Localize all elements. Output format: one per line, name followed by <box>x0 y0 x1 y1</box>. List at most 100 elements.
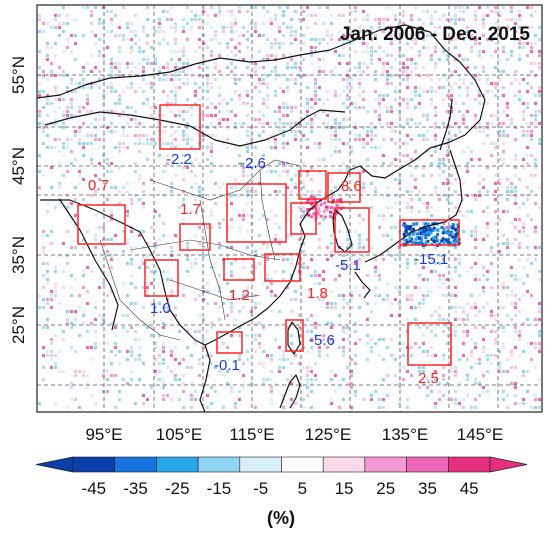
anomaly-pixel <box>62 98 65 101</box>
anomaly-pixel <box>398 366 401 369</box>
anomaly-pixel <box>510 318 513 321</box>
anomaly-pixel <box>306 114 309 117</box>
anomaly-pixel <box>226 358 229 361</box>
anomaly-pixel <box>90 322 93 325</box>
anomaly-pixel <box>122 250 125 253</box>
anomaly-pixel <box>278 190 281 193</box>
anomaly-pixel <box>322 294 325 297</box>
anomaly-pixel <box>454 178 457 181</box>
anomaly-pixel <box>174 102 177 105</box>
anomaly-pixel <box>482 126 485 129</box>
anomaly-pixel <box>226 254 229 257</box>
anomaly-pixel <box>86 266 89 269</box>
anomaly-pixel <box>270 370 273 373</box>
anomaly-pixel <box>166 106 169 109</box>
anomaly-pixel <box>498 10 501 13</box>
anomaly-pixel <box>270 42 273 45</box>
anomaly-pixel <box>86 102 89 105</box>
anomaly-pixel <box>442 158 445 161</box>
anomaly-pixel <box>98 162 101 165</box>
anomaly-pixel <box>538 330 541 333</box>
anomaly-pixel <box>427 226 431 230</box>
anomaly-pixel <box>478 102 481 105</box>
anomaly-pixel <box>346 302 349 305</box>
anomaly-pixel <box>230 98 233 101</box>
anomaly-pixel <box>354 126 357 129</box>
anomaly-pixel <box>358 338 361 341</box>
anomaly-pixel <box>426 118 429 121</box>
anomaly-pixel <box>122 110 125 113</box>
anomaly-pixel <box>398 314 401 317</box>
anomaly-pixel <box>307 199 311 203</box>
anomaly-pixel <box>318 354 321 357</box>
anomaly-pixel <box>438 194 441 197</box>
anomaly-pixel <box>330 178 333 181</box>
anomaly-pixel <box>134 66 137 69</box>
anomaly-pixel <box>502 306 505 309</box>
anomaly-pixel <box>386 70 389 73</box>
anomaly-pixel <box>78 174 81 177</box>
anomaly-pixel <box>106 130 109 133</box>
anomaly-pixel <box>425 228 429 232</box>
anomaly-pixel <box>502 398 505 401</box>
anomaly-pixel <box>510 190 513 193</box>
region-value-yangtze: 1.8 <box>307 285 328 302</box>
anomaly-pixel <box>314 38 317 41</box>
anomaly-pixel <box>450 74 453 77</box>
anomaly-pixel <box>398 102 401 105</box>
anomaly-pixel <box>366 46 369 49</box>
anomaly-pixel <box>182 154 185 157</box>
anomaly-pixel <box>474 198 477 201</box>
anomaly-pixel <box>494 86 497 89</box>
anomaly-pixel <box>386 18 389 21</box>
anomaly-pixel <box>70 98 73 101</box>
anomaly-pixel <box>274 270 277 273</box>
anomaly-pixel <box>286 358 289 361</box>
region-value-pacific: 2.5 <box>418 370 439 387</box>
anomaly-pixel <box>432 240 436 243</box>
anomaly-pixel <box>474 78 477 81</box>
anomaly-pixel <box>494 210 497 213</box>
anomaly-pixel <box>126 106 129 109</box>
anomaly-pixel <box>70 150 73 153</box>
anomaly-pixel <box>142 402 145 405</box>
anomaly-pixel <box>402 98 405 101</box>
anomaly-pixel <box>222 406 225 409</box>
anomaly-pixel <box>102 26 105 29</box>
anomaly-pixel <box>398 402 401 405</box>
anomaly-pixel <box>262 282 265 285</box>
anomaly-pixel <box>406 398 409 401</box>
anomaly-pixel <box>170 110 173 113</box>
anomaly-pixel <box>398 382 401 385</box>
anomaly-pixel <box>50 350 53 353</box>
anomaly-pixel <box>162 358 165 361</box>
anomaly-pixel <box>314 378 317 381</box>
anomaly-pixel <box>498 78 501 81</box>
anomaly-pixel <box>238 226 241 229</box>
anomaly-pixel <box>534 166 537 169</box>
anomaly-pixel <box>422 90 425 93</box>
anomaly-pixel <box>414 66 417 69</box>
anomaly-pixel <box>378 398 381 401</box>
anomaly-pixel <box>366 238 369 241</box>
anomaly-pixel <box>342 142 345 145</box>
anomaly-pixel <box>198 66 201 69</box>
anomaly-pixel <box>410 18 413 21</box>
anomaly-pixel <box>410 34 413 37</box>
anomaly-pixel <box>66 142 69 145</box>
anomaly-pixel <box>514 394 517 397</box>
anomaly-pixel <box>186 142 189 145</box>
anomaly-pixel <box>238 358 241 361</box>
anomaly-pixel <box>294 354 297 357</box>
anomaly-pixel <box>322 158 325 161</box>
anomaly-pixel <box>198 362 201 365</box>
anomaly-pixel <box>314 322 317 325</box>
anomaly-pixel <box>102 238 105 241</box>
anomaly-pixel <box>426 239 430 243</box>
anomaly-pixel <box>210 354 213 357</box>
anomaly-pixel <box>490 142 493 145</box>
anomaly-pixel <box>326 346 329 349</box>
anomaly-pixel <box>90 194 93 197</box>
anomaly-pixel <box>186 78 189 81</box>
anomaly-pixel <box>234 30 237 33</box>
